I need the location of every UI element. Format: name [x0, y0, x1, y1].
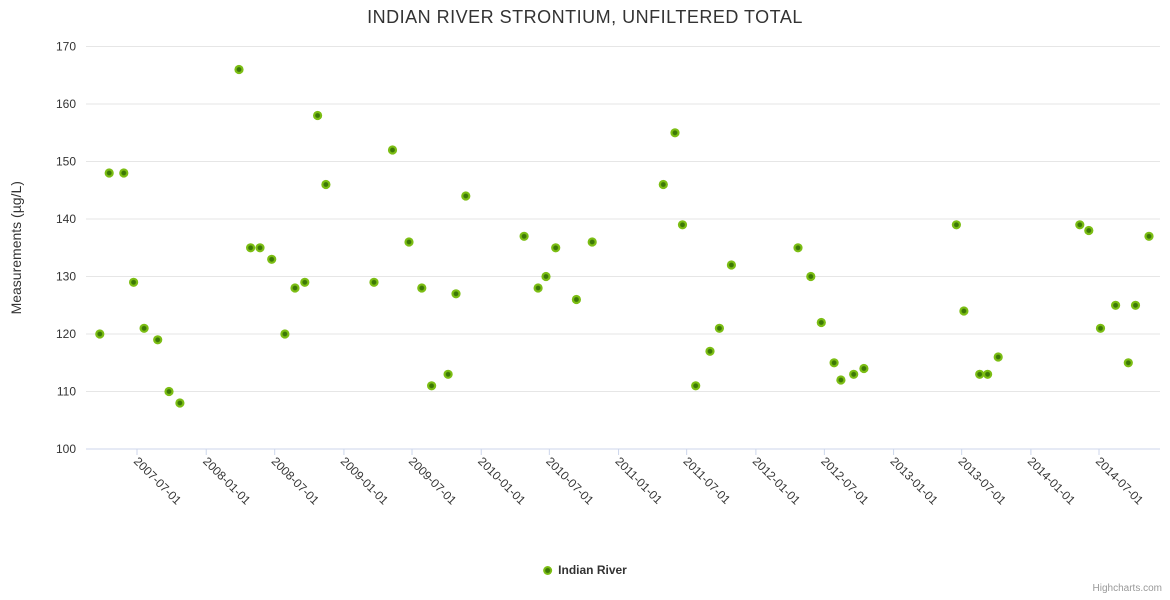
data-point[interactable] [95, 329, 105, 339]
data-point[interactable] [267, 254, 277, 264]
data-point[interactable] [290, 283, 300, 293]
data-point[interactable] [829, 358, 839, 368]
data-point[interactable] [417, 283, 427, 293]
x-tick-label: 2007-07-01 [131, 454, 185, 508]
data-point[interactable] [859, 363, 869, 374]
x-tick-label: 2010-07-01 [543, 454, 597, 508]
y-tick-label: 150 [56, 155, 76, 169]
data-point[interactable] [1084, 225, 1094, 236]
data-point[interactable] [816, 317, 826, 328]
x-tick-label: 2012-07-01 [818, 454, 872, 508]
y-tick-label: 160 [56, 97, 76, 111]
data-point[interactable] [427, 381, 437, 391]
x-tick-label: 2008-01-01 [200, 454, 254, 508]
data-point[interactable] [404, 237, 414, 247]
x-tick-label: 2014-07-01 [1093, 454, 1147, 508]
x-tick-label: 2013-07-01 [956, 454, 1010, 508]
data-point[interactable] [975, 369, 985, 379]
data-point[interactable] [255, 243, 265, 253]
y-tick-label: 100 [56, 442, 76, 456]
data-point[interactable] [321, 179, 331, 190]
y-tick-label: 140 [56, 212, 76, 226]
data-point[interactable] [806, 271, 816, 282]
data-point[interactable] [670, 128, 680, 138]
data-point[interactable] [551, 243, 561, 253]
data-point[interactable] [587, 237, 597, 247]
data-point[interactable] [451, 289, 461, 299]
highcharts-credit-link[interactable]: Highcharts.com [1092, 583, 1162, 594]
data-point[interactable] [677, 220, 688, 230]
data-point[interactable] [175, 398, 185, 408]
data-point[interactable] [387, 145, 398, 155]
data-point[interactable] [369, 277, 379, 287]
legend-label: Indian River [558, 563, 627, 577]
y-tick-label: 120 [56, 327, 76, 341]
x-tick-label: 2013-01-01 [887, 454, 941, 508]
chart-title: INDIAN RIVER STRONTIUM, UNFILTERED TOTAL [367, 7, 803, 27]
data-point[interactable] [983, 369, 993, 379]
data-point[interactable] [793, 243, 803, 253]
data-point[interactable] [959, 306, 969, 316]
data-point[interactable] [280, 329, 290, 339]
data-point[interactable] [691, 381, 701, 391]
x-tick-label: 2009-01-01 [338, 454, 392, 508]
data-point[interactable] [246, 243, 256, 253]
data-point[interactable] [153, 335, 163, 345]
data-point[interactable] [129, 277, 139, 287]
x-tick-label: 2008-07-01 [269, 454, 323, 508]
data-point[interactable] [541, 271, 551, 282]
data-point[interactable] [836, 375, 846, 385]
y-axis-title: Measurements (µg/L) [8, 181, 24, 314]
y-tick-label: 110 [57, 385, 76, 399]
data-point[interactable] [1095, 323, 1106, 333]
data-point[interactable] [533, 283, 543, 293]
data-point[interactable] [849, 369, 859, 379]
data-point[interactable] [658, 179, 668, 190]
data-point[interactable] [234, 64, 244, 75]
data-point[interactable] [313, 110, 323, 121]
y-tick-label: 130 [56, 270, 76, 284]
x-tick-label: 2014-01-01 [1025, 454, 1079, 508]
data-point[interactable] [705, 346, 715, 356]
data-point[interactable] [164, 386, 174, 397]
data-point[interactable] [139, 323, 149, 333]
data-point[interactable] [1111, 300, 1121, 310]
legend-item-indian-river[interactable]: Indian River [543, 563, 627, 577]
data-point[interactable] [119, 168, 129, 178]
data-point[interactable] [1075, 220, 1085, 230]
data-point[interactable] [461, 191, 471, 201]
data-point[interactable] [1130, 300, 1141, 310]
data-point[interactable] [1144, 231, 1154, 241]
x-tick-label: 2009-07-01 [406, 454, 460, 508]
legend-marker-icon [543, 565, 553, 575]
x-tick-label: 2011-07-01 [681, 454, 734, 507]
data-point[interactable] [300, 277, 310, 287]
data-point[interactable] [443, 369, 453, 379]
data-point[interactable] [951, 220, 962, 230]
x-tick-label: 2010-01-01 [475, 454, 529, 508]
data-point[interactable] [714, 323, 725, 333]
data-point[interactable] [993, 352, 1003, 362]
data-point[interactable] [1123, 358, 1133, 368]
y-tick-label: 170 [56, 40, 76, 54]
data-point[interactable] [571, 294, 582, 305]
data-point[interactable] [104, 168, 114, 178]
data-point[interactable] [726, 260, 737, 270]
x-tick-label: 2011-01-01 [612, 454, 665, 507]
data-point[interactable] [519, 231, 529, 241]
x-tick-label: 2012-01-01 [750, 454, 804, 508]
